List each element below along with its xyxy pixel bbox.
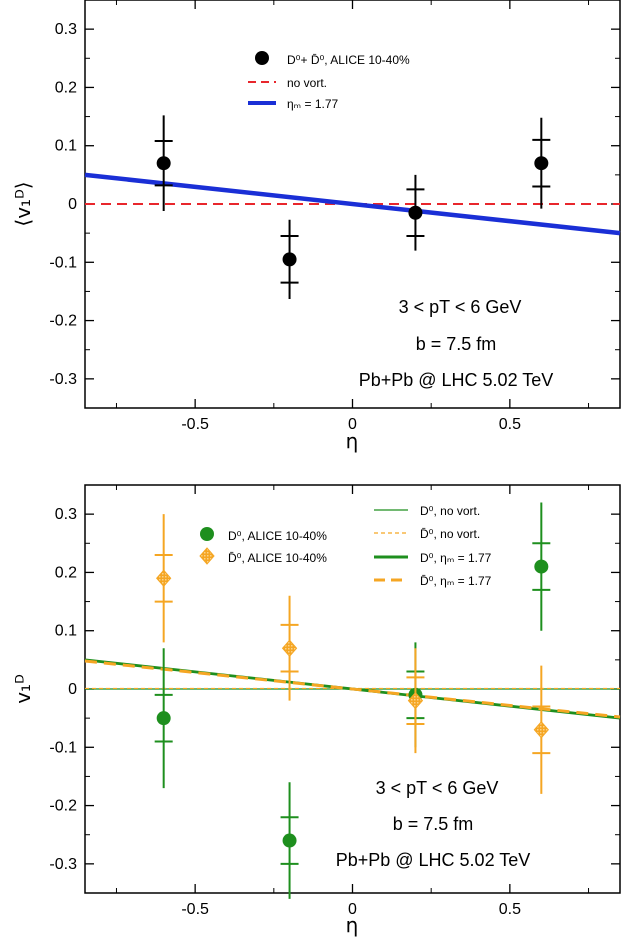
x-tick-label: -0.5	[181, 901, 209, 918]
x-tick-label: 0	[348, 416, 357, 433]
y-axis-label: v₁ᴰ	[11, 674, 35, 704]
y-tick-label: -0.2	[49, 798, 77, 815]
x-tick-label: 0.5	[499, 416, 521, 433]
y-tick-label: -0.3	[49, 856, 77, 873]
data-point	[534, 559, 549, 574]
legend-label-d0: D⁰, ALICE 10-40%	[228, 529, 327, 543]
x-tick-label: 0	[348, 901, 357, 918]
legend-marker-d0bar	[199, 547, 215, 565]
x-axis-label: η	[346, 913, 359, 937]
y-tick-label: -0.1	[49, 254, 77, 271]
legend-theory: D⁰, no vort. D̄⁰, no vort. D⁰, ηₘ = 1.77…	[374, 504, 492, 588]
legend: D⁰+ D̄⁰, ALICE 10-40% no vort. ηₘ = 1.77	[248, 51, 410, 111]
annotation-system: Pb+Pb @ LHC 5.02 TeV	[336, 850, 531, 870]
legend-label-d0bar-novort: D̄⁰, no vort.	[420, 527, 480, 541]
y-tick-label: 0.2	[55, 79, 77, 96]
data-point	[407, 691, 424, 710]
annotation-system: Pb+Pb @ LHC 5.02 TeV	[359, 370, 554, 390]
series-line	[84, 172, 621, 236]
x-tick-label: 0.5	[499, 901, 521, 918]
y-tick-label: -0.2	[49, 313, 77, 330]
plot-area	[84, 502, 621, 899]
y-tick-label: -0.3	[49, 371, 77, 388]
panel-bottom: 0.3 0.2 0.1 0 -0.1 -0.2 -0.3 -0.5 0 0.5 D⁰, ALICE…	[11, 484, 621, 937]
y-tick-label: 0	[68, 681, 77, 698]
legend-label-d0-eta: D⁰, ηₘ = 1.77	[420, 551, 492, 565]
annotation-pt: 3 < pT < 6 GeV	[376, 778, 499, 798]
y-tick-label: 0.3	[55, 506, 77, 523]
panel-top: 0.3 0.2 0.1 0 -0.1 -0.2 -0.3 -0.5 0 0.5 D⁰+ D̄⁰, …	[11, 0, 621, 453]
y-tick-label: 0.2	[55, 564, 77, 581]
legend-label-novort: no vort.	[287, 76, 327, 90]
data-point	[281, 639, 298, 657]
legend-label-d0-novort: D⁰, no vort.	[420, 504, 480, 518]
annotation-b: b = 7.5 fm	[393, 814, 474, 834]
y-tick-label: 0	[68, 196, 77, 213]
x-tick-label: -0.5	[181, 416, 209, 433]
y-tick-label: 0.3	[55, 21, 77, 38]
y-tick-label: 0.1	[55, 623, 77, 640]
y-tick-label: 0.1	[55, 138, 77, 155]
data-point	[534, 156, 549, 171]
y-tick-label: -0.1	[49, 739, 77, 756]
data-point	[282, 833, 297, 848]
annotation-pt: 3 < pT < 6 GeV	[399, 297, 522, 317]
data-point	[533, 721, 549, 739]
data-point	[282, 252, 297, 267]
legend-data: D⁰, ALICE 10-40% D̄⁰, ALICE 10-40%	[199, 527, 327, 565]
legend-label-d0bar: D̄⁰, ALICE 10-40%	[228, 551, 327, 565]
legend-label-alice: D⁰+ D̄⁰, ALICE 10-40%	[287, 53, 410, 67]
plot-area	[84, 115, 621, 300]
legend-label-d0bar-eta: D̄⁰, ηₘ = 1.77	[420, 574, 492, 588]
legend-label-eta: ηₘ = 1.77	[287, 97, 339, 111]
y-axis-label: ⟨v₁ᴰ⟩	[11, 181, 35, 226]
data-point	[156, 569, 172, 588]
legend-marker-d0	[200, 527, 214, 541]
data-point	[156, 711, 171, 726]
axes: 0.3 0.2 0.1 0 -0.1 -0.2 -0.3 -0.5 0 0.5	[49, 484, 620, 918]
data-point	[156, 156, 171, 171]
annotation-b: b = 7.5 fm	[416, 334, 497, 354]
x-axis-label: η	[346, 429, 359, 453]
series-line	[84, 659, 621, 719]
legend-marker-alice	[255, 51, 269, 65]
data-point	[408, 205, 423, 220]
